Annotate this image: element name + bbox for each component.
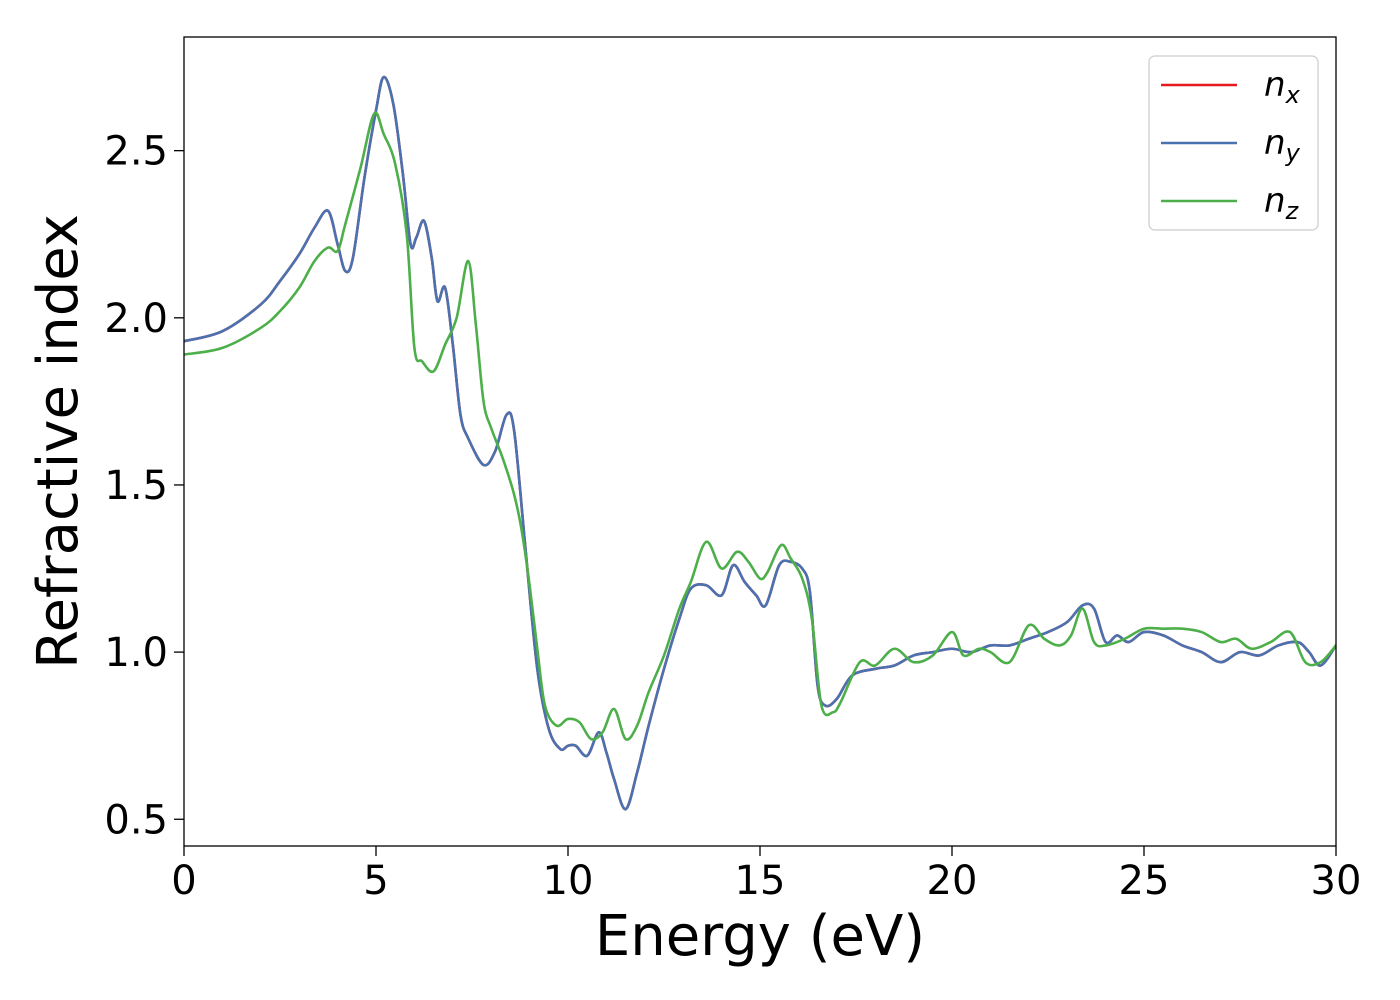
legend-label-y: ny [1264,123,1301,167]
y-tick-label: 1.0 [104,630,168,676]
y-tick-label: 1.5 [104,463,168,509]
x-axis-title: Energy (eV) [595,904,925,969]
x-tick-label: 20 [927,858,978,904]
y-tick-label: 2.5 [104,129,168,175]
y-tick-label: 0.5 [104,797,168,843]
x-tick-label: 25 [1119,858,1170,904]
y-tick-label: 2.0 [104,296,168,342]
x-tick-label: 10 [543,858,594,904]
series-layer [184,75,1336,811]
x-tick-label: 15 [735,858,786,904]
series-line-z [184,111,1336,741]
series-line-y [184,75,1336,811]
legend: nx ny nz [1148,55,1319,231]
y-axis: 0.5 1.0 1.5 2.0 2.5 [104,129,184,843]
legend-label-x: nx [1264,65,1301,109]
x-tick-label: 30 [1311,858,1362,904]
legend-label-z: nz [1264,181,1300,225]
x-axis: 0 5 10 15 20 25 30 [171,846,1361,904]
y-axis-title: Refractive index [26,214,91,669]
x-tick-label: 5 [363,858,388,904]
x-tick-label: 0 [171,858,196,904]
